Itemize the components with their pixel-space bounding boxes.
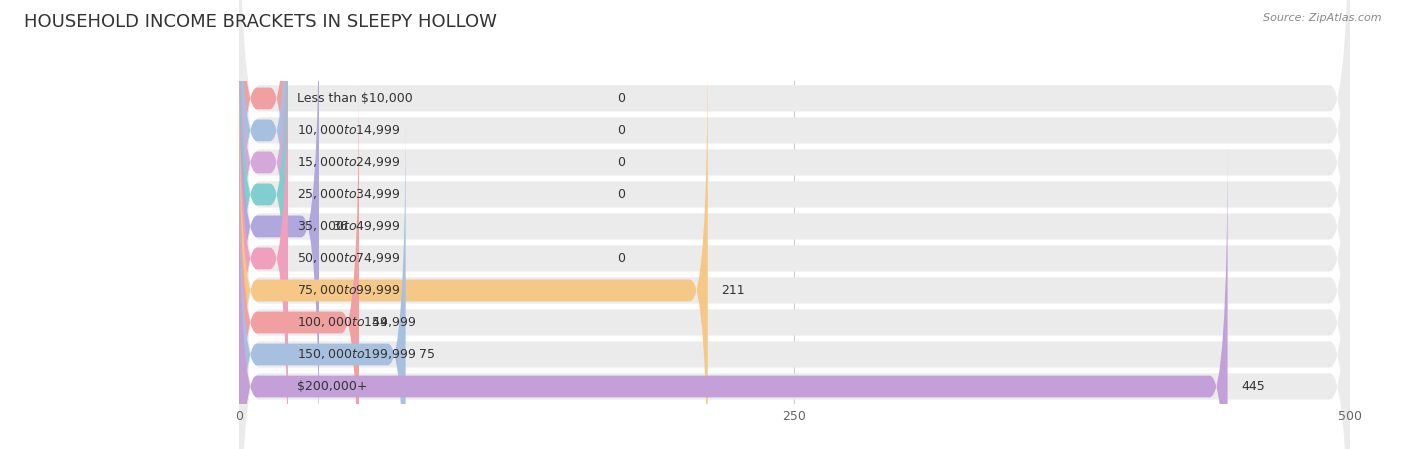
Text: 75: 75 — [419, 348, 434, 361]
FancyBboxPatch shape — [239, 45, 707, 449]
Text: HOUSEHOLD INCOME BRACKETS IN SLEEPY HOLLOW: HOUSEHOLD INCOME BRACKETS IN SLEEPY HOLL… — [24, 13, 496, 31]
FancyBboxPatch shape — [239, 109, 406, 449]
Text: $50,000 to $74,999: $50,000 to $74,999 — [297, 251, 401, 265]
Text: $200,000+: $200,000+ — [297, 380, 367, 393]
Text: 211: 211 — [721, 284, 745, 297]
FancyBboxPatch shape — [239, 0, 288, 440]
FancyBboxPatch shape — [239, 0, 1350, 449]
Text: Source: ZipAtlas.com: Source: ZipAtlas.com — [1264, 13, 1382, 23]
FancyBboxPatch shape — [239, 141, 1227, 449]
FancyBboxPatch shape — [239, 79, 1350, 449]
FancyBboxPatch shape — [239, 48, 1350, 449]
FancyBboxPatch shape — [239, 0, 1350, 449]
Text: 445: 445 — [1241, 380, 1264, 393]
FancyBboxPatch shape — [239, 16, 1350, 449]
Text: 0: 0 — [617, 92, 624, 105]
Text: 0: 0 — [617, 188, 624, 201]
FancyBboxPatch shape — [239, 0, 288, 376]
FancyBboxPatch shape — [239, 77, 359, 449]
Text: $75,000 to $99,999: $75,000 to $99,999 — [297, 283, 401, 298]
Text: $150,000 to $199,999: $150,000 to $199,999 — [297, 348, 416, 361]
Text: 36: 36 — [332, 220, 349, 233]
FancyBboxPatch shape — [239, 0, 1350, 405]
FancyBboxPatch shape — [239, 13, 288, 449]
FancyBboxPatch shape — [239, 0, 1350, 437]
Text: $10,000 to $14,999: $10,000 to $14,999 — [297, 123, 401, 137]
Text: $35,000 to $49,999: $35,000 to $49,999 — [297, 220, 401, 233]
Text: $25,000 to $34,999: $25,000 to $34,999 — [297, 187, 401, 202]
Text: Less than $10,000: Less than $10,000 — [297, 92, 412, 105]
Text: 0: 0 — [617, 252, 624, 265]
FancyBboxPatch shape — [239, 0, 288, 408]
FancyBboxPatch shape — [239, 0, 1350, 449]
Text: $15,000 to $24,999: $15,000 to $24,999 — [297, 155, 401, 169]
FancyBboxPatch shape — [239, 0, 319, 449]
Text: 0: 0 — [617, 124, 624, 137]
Text: $100,000 to $149,999: $100,000 to $149,999 — [297, 316, 416, 330]
FancyBboxPatch shape — [239, 0, 288, 343]
Text: 54: 54 — [373, 316, 388, 329]
FancyBboxPatch shape — [239, 0, 1350, 374]
Text: 0: 0 — [617, 156, 624, 169]
FancyBboxPatch shape — [239, 111, 1350, 449]
